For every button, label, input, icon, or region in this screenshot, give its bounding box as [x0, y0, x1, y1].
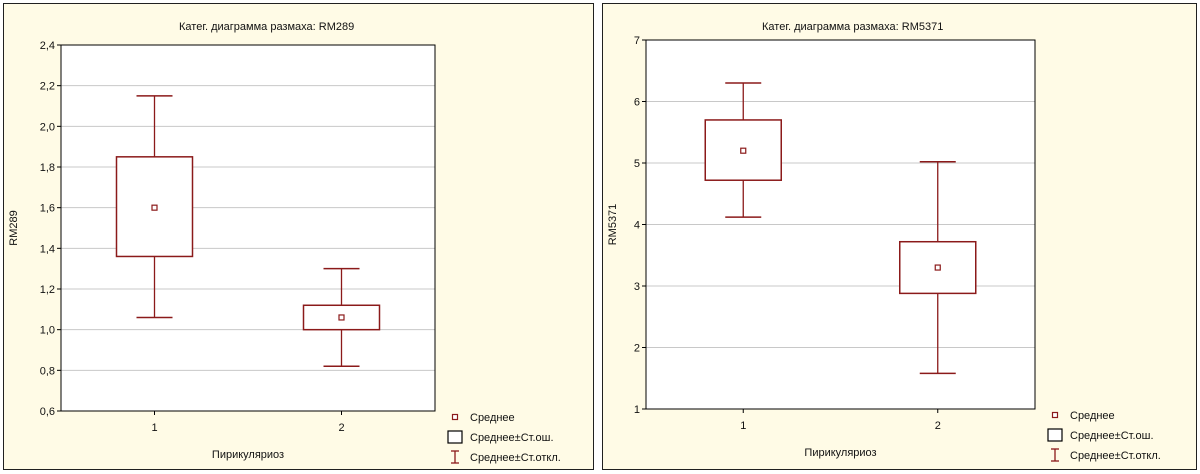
y-tick-label: 1,8 — [40, 162, 55, 174]
legend-label-sd: Среднее±Ст.откл. — [1070, 450, 1161, 462]
x-axis-label: Пирикуляриоз — [212, 449, 284, 461]
y-tick-label: 2 — [634, 343, 640, 355]
y-tick-label: 1,2 — [40, 284, 55, 296]
legend-swatch-se — [1047, 428, 1063, 442]
y-tick-label: 0,6 — [40, 406, 55, 418]
y-tick-label: 5 — [634, 158, 640, 170]
y-tick-label: 1,0 — [40, 325, 55, 337]
chart-title: Катег. диаграмма размаха: RM289 — [179, 21, 354, 33]
y-tick-label: 1 — [634, 404, 640, 416]
x-tick-label: 2 — [935, 420, 941, 432]
y-tick-label: 6 — [634, 97, 640, 109]
y-tick-label: 1,6 — [40, 203, 55, 215]
legend-swatch-mean — [451, 413, 459, 421]
y-axis-label: RM289 — [8, 210, 20, 245]
y-tick-label: 2,4 — [40, 40, 55, 52]
legend-label-mean: Среднее — [470, 412, 515, 424]
x-tick-label: 1 — [740, 420, 746, 432]
plot-frame — [645, 39, 1036, 410]
x-tick-label: 1 — [151, 422, 157, 434]
box-chart-rm289: Катег. диаграмма размаха: RM289 0,6 0,8 1,0… — [8, 21, 561, 464]
chart-title: Катег. диаграмма размаха: RM5371 — [762, 21, 943, 33]
plot-frame — [60, 44, 436, 412]
y-tick-label: 2,0 — [40, 121, 55, 133]
box-chart-rm5371: Катег. диаграмма размаха: RM5371 1 2 3 4 5 6 7 1… — [607, 21, 1161, 462]
chart-panel-rm5371: Катег. диаграмма размаха: RM5371 1 2 3 4 5 6 7 1… — [602, 3, 1197, 470]
legend-label-se: Среднее±Ст.ош. — [470, 432, 554, 444]
legend-swatch-se — [447, 430, 463, 444]
mean-marker — [934, 264, 941, 271]
y-tick-label: 3 — [634, 281, 640, 293]
mean-marker — [338, 314, 345, 321]
legend-swatch-mean — [1051, 411, 1059, 419]
chart-panel-rm289: Катег. диаграмма размаха: RM289 0,6 0,8 1,0… — [3, 3, 594, 470]
y-tick-label: 0,8 — [40, 365, 55, 377]
y-tick-label: 2,2 — [40, 81, 55, 93]
y-tick-label: 1,4 — [40, 243, 55, 255]
legend-label-sd: Среднее±Ст.откл. — [470, 452, 561, 464]
y-tick-label: 4 — [634, 220, 640, 232]
x-tick-label: 2 — [338, 422, 344, 434]
y-tick-label: 7 — [634, 35, 640, 47]
mean-marker — [151, 204, 158, 211]
legend-label-mean: Среднее — [1070, 410, 1115, 422]
legend-label-se: Среднее±Ст.ош. — [1070, 430, 1154, 442]
y-axis-label: RM5371 — [607, 204, 619, 246]
x-axis-label: Пирикуляриоз — [804, 447, 876, 459]
mean-marker — [740, 147, 747, 154]
